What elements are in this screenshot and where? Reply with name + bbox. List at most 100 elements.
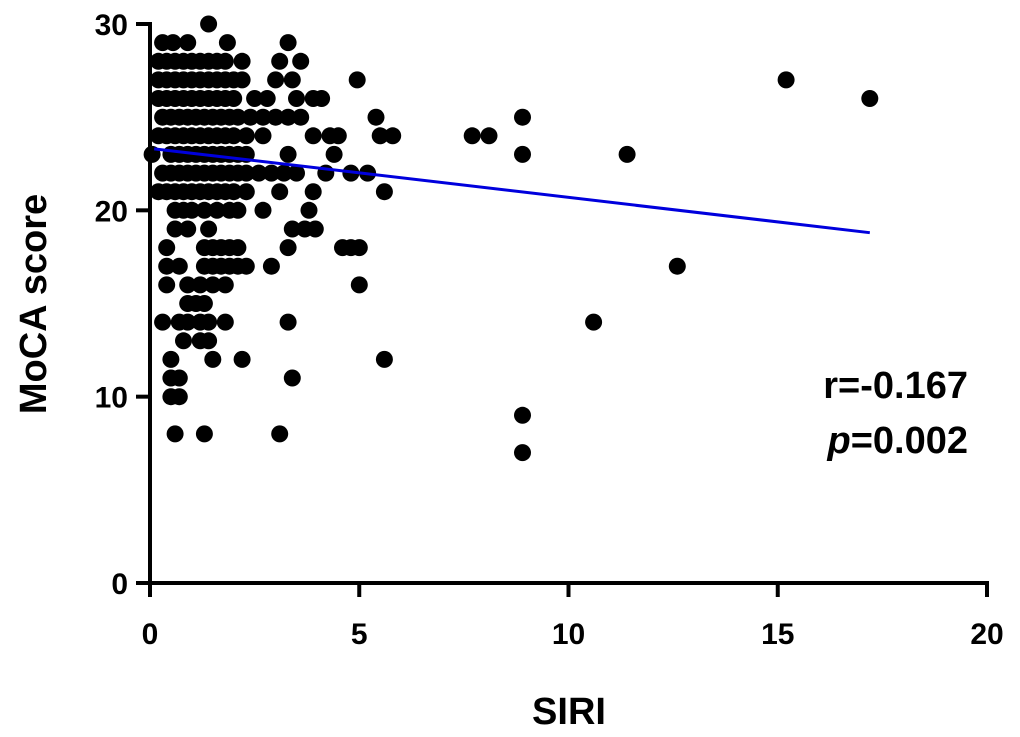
data-point	[200, 332, 218, 350]
data-point	[200, 313, 218, 331]
data-point	[304, 127, 322, 145]
r-annotation: r=-0.167	[823, 365, 968, 407]
data-point	[288, 90, 305, 107]
data-point	[237, 257, 255, 275]
data-point	[367, 108, 385, 126]
y-tick-label: 0	[111, 568, 128, 601]
data-point	[229, 108, 247, 126]
data-point	[229, 201, 247, 219]
data-point	[246, 90, 264, 107]
data-point	[267, 71, 285, 89]
y-tick-label: 10	[95, 382, 128, 415]
data-point	[375, 183, 393, 201]
data-point	[216, 313, 234, 331]
data-point	[375, 350, 393, 368]
data-point	[514, 145, 531, 163]
data-point	[350, 239, 368, 257]
data-point	[271, 183, 289, 201]
data-point	[292, 52, 310, 70]
fit-layer	[154, 147, 870, 235]
data-point	[262, 257, 280, 275]
y-axis-title: MoCA score	[13, 194, 55, 414]
data-point	[350, 276, 368, 294]
data-point	[162, 350, 180, 368]
data-point	[254, 108, 272, 126]
data-point	[225, 127, 243, 145]
data-point	[271, 425, 289, 443]
data-point	[254, 127, 272, 145]
data-point	[208, 201, 226, 219]
data-point	[204, 350, 222, 368]
data-point	[258, 90, 276, 107]
x-tick-label: 15	[761, 618, 794, 651]
data-point	[237, 183, 255, 201]
x-tick-label: 5	[351, 618, 368, 651]
x-tick-label: 10	[552, 618, 585, 651]
data-point	[275, 164, 293, 182]
data-point	[313, 90, 331, 107]
data-point	[166, 220, 184, 238]
data-point	[204, 276, 222, 294]
data-point	[777, 71, 795, 89]
data-point	[348, 71, 366, 89]
axes-layer	[148, 22, 989, 585]
data-point	[288, 164, 305, 182]
data-point	[300, 201, 318, 219]
data-point	[158, 257, 176, 275]
data-point	[262, 164, 280, 182]
data-point	[292, 108, 310, 126]
data-point	[233, 350, 251, 368]
data-point	[514, 406, 531, 424]
data-point	[200, 220, 218, 238]
data-point	[279, 108, 297, 126]
p-annotation: p=0.002	[826, 420, 968, 462]
ticks-layer: 0 5 10 15 20 0 10 20 30	[95, 9, 1004, 651]
data-point	[179, 276, 197, 294]
data-point	[279, 239, 297, 257]
y-tick-label: 30	[95, 9, 128, 42]
data-point	[329, 127, 347, 145]
data-point	[195, 201, 213, 219]
data-point	[514, 108, 531, 126]
data-point	[283, 369, 301, 387]
data-point	[158, 276, 176, 294]
data-point	[241, 108, 259, 126]
data-point	[166, 425, 184, 443]
data-point	[304, 183, 322, 201]
data-point	[218, 34, 236, 52]
data-point	[271, 52, 289, 70]
data-point	[170, 388, 188, 406]
x-tick-label: 20	[970, 618, 1003, 651]
data-point	[179, 34, 197, 52]
data-point	[618, 145, 636, 163]
data-point	[861, 90, 879, 107]
data-point	[191, 276, 209, 294]
data-point	[216, 52, 234, 70]
data-point	[279, 313, 297, 331]
data-point	[325, 145, 343, 163]
points-layer	[143, 15, 879, 462]
data-point	[179, 313, 197, 331]
data-point	[225, 183, 243, 201]
data-point	[179, 220, 197, 238]
data-point	[668, 257, 686, 275]
regression-line	[154, 147, 870, 235]
data-point	[267, 108, 285, 126]
data-point	[371, 127, 389, 145]
data-point	[233, 71, 251, 89]
data-point	[170, 369, 188, 387]
data-point	[175, 332, 192, 350]
x-tick-label: 0	[142, 618, 159, 651]
data-point	[200, 15, 218, 33]
p-value: =0.002	[851, 420, 968, 462]
data-point	[237, 164, 255, 182]
data-point	[154, 313, 172, 331]
data-point	[225, 90, 243, 107]
data-point	[279, 145, 297, 163]
data-point	[164, 34, 182, 52]
data-point	[183, 201, 201, 219]
data-point	[384, 127, 402, 145]
data-point	[585, 313, 603, 331]
data-point	[233, 52, 251, 70]
